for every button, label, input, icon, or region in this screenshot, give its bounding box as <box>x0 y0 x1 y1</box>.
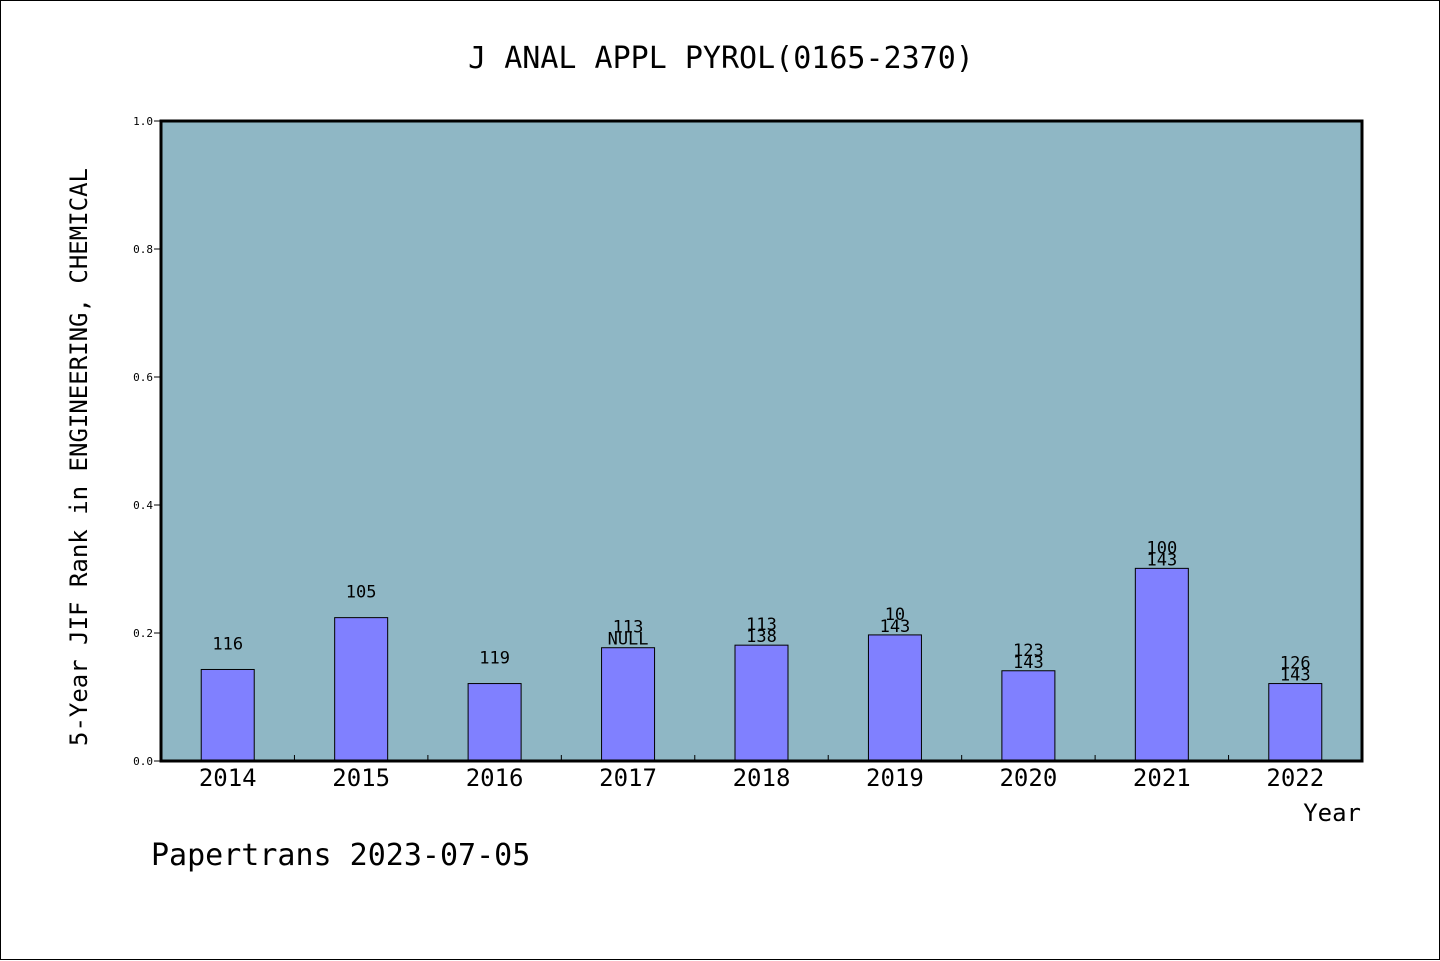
y-tick-label: 0.0 <box>133 755 153 768</box>
bar <box>334 617 389 762</box>
chart-title: J ANAL APPL PYROL(0165-2370) <box>468 41 974 76</box>
x-axis-label: Year <box>1303 799 1361 827</box>
plot-area: 0.0 0.2 0.4 0.6 0.8 1.0 2014 116 2015 105 2016 119 2… <box>133 115 1364 792</box>
x-tick-label: 2019 <box>866 764 924 792</box>
data-label-lower: 143 <box>1146 550 1177 570</box>
bar <box>601 647 656 762</box>
y-tick-label: 0.8 <box>133 243 153 256</box>
data-label-upper: 113 <box>613 618 644 638</box>
x-tick-label: 2014 <box>199 764 257 792</box>
y-tick-label: 0.2 <box>133 627 153 640</box>
data-label-lower: 138 <box>746 627 777 647</box>
data-label-lower: NULL <box>608 630 649 650</box>
x-tick-label: 2020 <box>999 764 1057 792</box>
data-label-lower: 143 <box>1280 666 1311 686</box>
data-label-upper: 100 <box>1146 538 1177 558</box>
bar <box>467 683 522 762</box>
x-tick-label: 2018 <box>733 764 791 792</box>
x-tick-label: 2016 <box>466 764 524 792</box>
y-tick-label: 0.6 <box>133 371 153 384</box>
y-tick-label: 1.0 <box>133 115 153 128</box>
data-label-upper: 123 <box>1013 641 1044 661</box>
x-tick-label: 2021 <box>1133 764 1191 792</box>
bar <box>867 634 922 762</box>
data-label-lower: 143 <box>880 617 911 637</box>
bar <box>200 668 255 762</box>
bar <box>1134 567 1189 762</box>
data-label-upper: 126 <box>1280 654 1311 674</box>
data-label: 119 <box>479 649 510 669</box>
x-tick-label: 2017 <box>599 764 657 792</box>
bar <box>1268 683 1323 762</box>
plot-frame <box>159 119 1364 763</box>
footer-text: Papertrans 2023-07-05 <box>151 838 530 873</box>
data-label: 116 <box>212 634 243 654</box>
data-label-lower: 143 <box>1013 653 1044 673</box>
data-label: 105 <box>346 583 377 603</box>
data-label-upper: 113 <box>746 615 777 635</box>
data-label-upper: 10 <box>885 605 905 625</box>
x-tick-label: 2015 <box>332 764 390 792</box>
y-tick-label: 0.4 <box>133 499 153 512</box>
y-axis-label: 5-Year JIF Rank in ENGINEERING, CHEMICAL <box>65 168 93 746</box>
bar <box>734 644 789 762</box>
bar <box>1001 670 1056 762</box>
x-tick-label: 2022 <box>1266 764 1324 792</box>
